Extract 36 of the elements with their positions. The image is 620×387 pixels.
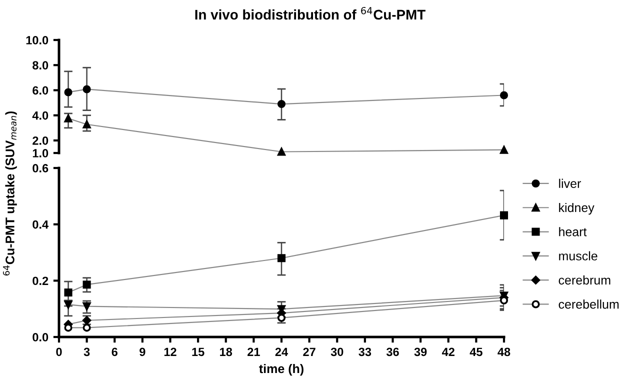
x-tick-label: 3: [84, 348, 90, 356]
x-tick-label: 15: [192, 348, 204, 356]
x-tick-label: 12: [164, 348, 176, 356]
x-tick-label: 39: [414, 348, 427, 356]
chart-title: In vivo biodistribution of $^{64}$Cu-PMT: [195, 6, 426, 20]
legend-label: cerebellum: [558, 300, 619, 309]
x-tick-label: 24: [275, 348, 288, 356]
x-tick-label: 21: [248, 348, 260, 356]
x-tick-label: 33: [358, 348, 372, 356]
y-tick-label: 0.6: [32, 164, 48, 172]
x-tick-label: 27: [303, 348, 316, 356]
x-axis-title: time (h): [259, 364, 304, 376]
x-tick-label: 48: [498, 348, 510, 356]
legend-label: kidney: [559, 202, 594, 215]
x-tick-label: 42: [442, 348, 454, 356]
legend-label: cerebrum: [558, 275, 610, 285]
y-tick-label: 2.0: [32, 136, 48, 145]
x-tick-label: 30: [330, 348, 344, 356]
y-tick-label: 0.2: [32, 276, 48, 286]
legend-label: muscle: [559, 251, 598, 260]
x-tick-label: 18: [220, 348, 232, 356]
x-tick-label: 9: [140, 348, 146, 356]
y-tick-label: 6.0: [32, 86, 48, 95]
y-tick-label: 10.0: [26, 36, 48, 44]
legend-label: heart: [559, 227, 587, 236]
x-tick-label: 0: [56, 348, 62, 356]
legend-label: liver: [559, 178, 581, 188]
y-tick-label: 1.0: [32, 149, 48, 158]
y-tick-label: 0.4: [32, 220, 49, 229]
y-tick-label: 4.0: [32, 111, 48, 120]
x-tick-label: 6: [112, 348, 118, 356]
y-axis-title: $^{64}$Cu-PMT uptake (SUV$_{mean}$): [3, 111, 17, 276]
y-tick-label: 0.0: [32, 333, 48, 342]
x-tick-label: 36: [386, 348, 399, 356]
y-tick-label: 8.0: [32, 61, 48, 70]
x-tick-label: 45: [470, 348, 482, 356]
